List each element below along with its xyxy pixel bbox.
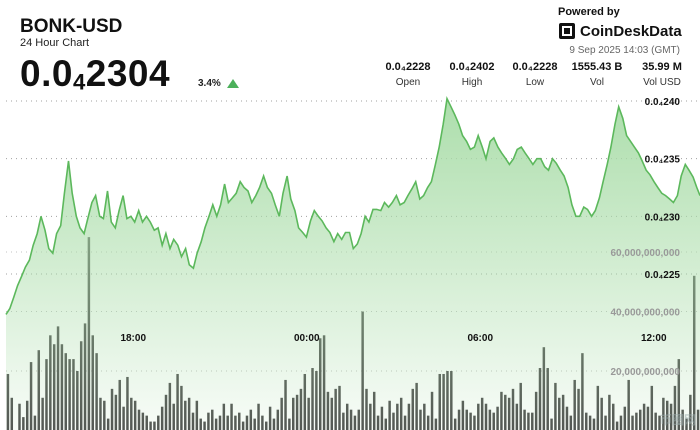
price-tail: 2304 [85, 53, 171, 94]
volume-tick-label: 60,000,000,000 [610, 248, 680, 259]
price-tick-label: 0.0₄240 [645, 97, 681, 108]
time-tick-label: 06:00 [467, 333, 493, 344]
price-tick-label: 0.0₄225 [645, 270, 681, 281]
price-main: 0.0 [20, 53, 73, 94]
volume-tick-label: 20,000,000,000 [610, 367, 680, 378]
stat-low-label: Low [525, 77, 545, 88]
stat-vol-label: Vol [590, 77, 604, 88]
coindesk-icon [559, 23, 575, 39]
watermark: 币圈网 [659, 413, 696, 427]
time-tick-label: 00:00 [294, 333, 320, 344]
time-tick-label: 18:00 [120, 333, 146, 344]
stat-vol-usd-value: 35.99 M [642, 61, 682, 73]
stat-open: 0.0₄2228 Open [380, 61, 436, 88]
price-tick-label: 0.0₄230 [645, 212, 681, 223]
price-tick-label: 0.0₄235 [645, 155, 681, 166]
axis-labels: 0.0₄240 0.0₄235 0.0₄230 0.0₄225 60,000,000,0… [120, 97, 680, 378]
stat-low-value: 0.0₄2228 [512, 61, 558, 73]
stat-low: 0.0₄2228 Low [507, 61, 563, 88]
price-line [5, 96, 700, 315]
stat-open-label: Open [395, 77, 421, 88]
stat-high: 0.0₄2402 High [444, 61, 500, 88]
time-tick-label: 12:00 [641, 333, 667, 344]
stat-vol-usd-label: Vol USD [643, 77, 681, 88]
price-area [6, 98, 700, 430]
brand-name: CoinDeskData [580, 22, 682, 40]
stat-high-label: High [461, 77, 483, 88]
stat-vol-value: 1555.43 B [571, 61, 623, 73]
timestamp: 9 Sep 2025 14:03 (GMT) [569, 45, 680, 56]
asset-title: BONK-USD [20, 16, 123, 37]
stat-vol-usd: 35.99 M Vol USD [634, 61, 690, 88]
volume-tick-label: 40,000,000,000 [610, 308, 680, 319]
stat-open-value: 0.0₄2228 [385, 61, 431, 73]
up-arrow-icon [227, 79, 239, 88]
current-price: 0.042304 [20, 53, 170, 95]
brand-logo: CoinDeskData [558, 22, 682, 40]
price-subscript: 4 [72, 69, 86, 95]
stat-vol: 1555.43 B Vol [563, 61, 631, 88]
chart-subtitle: 24 Hour Chart [20, 37, 90, 49]
powered-by-label: Powered by [558, 6, 620, 18]
stat-high-value: 0.0₄2402 [449, 61, 495, 73]
price-change: 3.4% [198, 78, 221, 89]
